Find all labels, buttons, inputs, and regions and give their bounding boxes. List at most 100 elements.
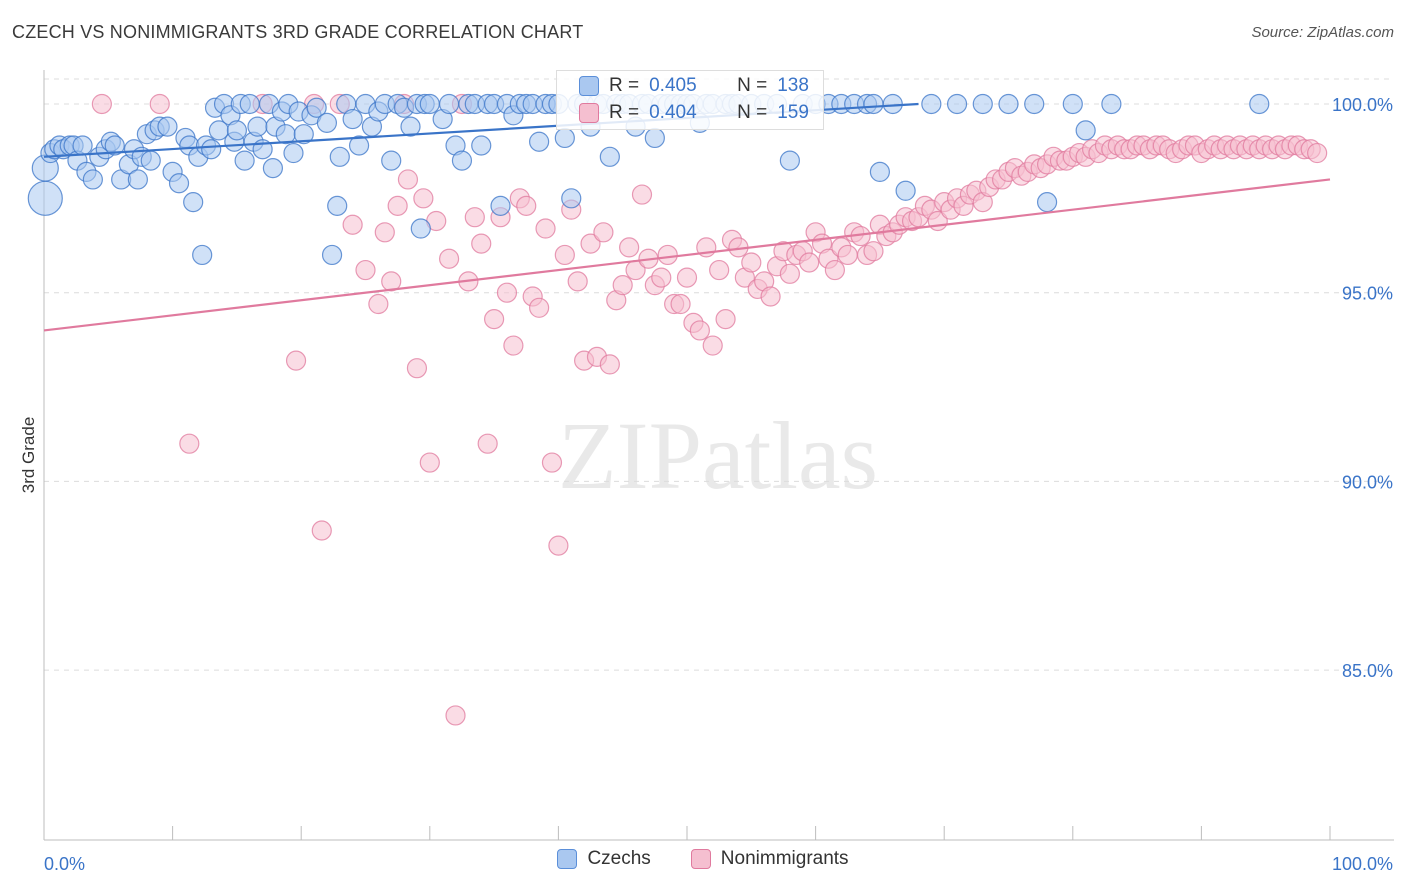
data-point: [327, 195, 348, 216]
y-tick-label: 90.0%: [1342, 472, 1393, 492]
data-point: [561, 188, 582, 209]
axis-labels: 85.0% 90.0% 95.0% 100.0% 0.0% 100.0% 3rd Grade: [19, 95, 1393, 874]
data-point: [921, 93, 942, 115]
data-point: [535, 218, 556, 239]
data-point: [316, 112, 338, 133]
source-label: Source: ZipAtlas.com: [1251, 24, 1394, 41]
data-point: [397, 169, 419, 190]
data-point: [863, 93, 884, 115]
data-point: [548, 535, 569, 556]
stats-row-czechs: R = 0.405 N = 138: [579, 75, 809, 97]
data-point: [741, 252, 762, 273]
data-point: [179, 433, 200, 454]
data-point: [503, 335, 524, 356]
data-point: [321, 244, 343, 266]
data-point: [413, 188, 434, 209]
data-point: [580, 233, 601, 254]
data-point: [201, 139, 222, 160]
stats-swatch-nonimmigrants: [579, 103, 599, 123]
stats-n-label: N =: [737, 102, 768, 123]
data-point: [529, 131, 550, 152]
data-point: [285, 350, 307, 371]
y-tick-label: 85.0%: [1342, 661, 1393, 681]
data-point: [387, 195, 408, 216]
legend-item-czechs[interactable]: Czechs: [557, 848, 651, 870]
stats-n-label: N =: [737, 75, 768, 96]
data-point: [400, 116, 421, 137]
data-point: [1249, 93, 1270, 115]
legend-item-nonimmigrants[interactable]: Nonimmigrants: [690, 848, 849, 870]
data-point: [82, 169, 103, 190]
data-point: [381, 150, 402, 171]
data-point: [471, 135, 492, 156]
data-point: [863, 241, 884, 262]
data-point: [837, 244, 858, 266]
x-tick-label-max: 100.0%: [1332, 854, 1393, 874]
data-point: [311, 520, 332, 541]
data-point: [283, 142, 304, 164]
data-point: [1024, 93, 1045, 115]
data-point: [972, 93, 993, 115]
data-point: [760, 286, 781, 307]
data-point: [27, 180, 63, 216]
data-point: [657, 244, 678, 266]
data-point: [419, 452, 440, 473]
legend-label-czechs: Czechs: [587, 848, 651, 869]
data-point: [451, 150, 473, 171]
data-point: [882, 93, 903, 115]
data-point: [368, 293, 389, 315]
data-point: [140, 150, 161, 171]
stats-n-value: 159: [777, 102, 809, 123]
data-point: [192, 244, 213, 266]
data-point: [183, 192, 204, 213]
data-point: [689, 320, 710, 341]
data-point: [824, 259, 845, 281]
data-point: [464, 207, 485, 228]
legend-swatch-nonimmigrants: [690, 849, 711, 869]
data-point: [157, 116, 178, 137]
data-point: [702, 335, 723, 356]
data-point: [306, 97, 327, 118]
data-point: [490, 195, 511, 216]
data-point: [1062, 93, 1083, 115]
data-point: [567, 271, 588, 292]
data-point: [239, 93, 260, 115]
data-point: [709, 259, 730, 281]
data-point: [72, 135, 93, 156]
data-point: [127, 169, 148, 190]
data-point: [895, 180, 916, 201]
data-point: [262, 158, 284, 179]
data-point: [612, 275, 633, 296]
watermark: ZIPatlas: [558, 402, 878, 509]
data-point: [1101, 93, 1122, 115]
data-point: [329, 146, 350, 167]
data-point: [445, 705, 466, 726]
data-point: [799, 252, 820, 273]
stats-box: R = 0.405 N = 138 R = 0.404 N = 159: [556, 70, 824, 130]
trend-line-nonimmigrants: [43, 178, 1331, 332]
data-point: [419, 93, 440, 115]
data-point: [1036, 192, 1058, 213]
data-point: [104, 135, 125, 156]
data-point: [599, 146, 620, 167]
series-czechs-points: [27, 93, 1270, 266]
data-point: [651, 267, 672, 288]
data-point: [593, 222, 614, 243]
y-tick-label: 95.0%: [1342, 284, 1393, 304]
data-point: [631, 184, 653, 205]
legend: Czechs Nonimmigrants: [0, 848, 1406, 870]
data-point: [496, 282, 518, 303]
data-point: [438, 93, 460, 115]
data-point: [779, 263, 800, 284]
data-point: [91, 93, 112, 115]
data-point: [381, 271, 402, 292]
data-point: [599, 354, 620, 375]
stats-swatch-czechs: [579, 76, 599, 96]
stats-row-nonimmigrants: R = 0.404 N = 159: [579, 102, 809, 124]
data-point: [149, 93, 170, 115]
data-point: [355, 259, 376, 281]
data-point: [484, 309, 505, 330]
data-point: [554, 127, 575, 149]
data-point: [1075, 120, 1096, 141]
